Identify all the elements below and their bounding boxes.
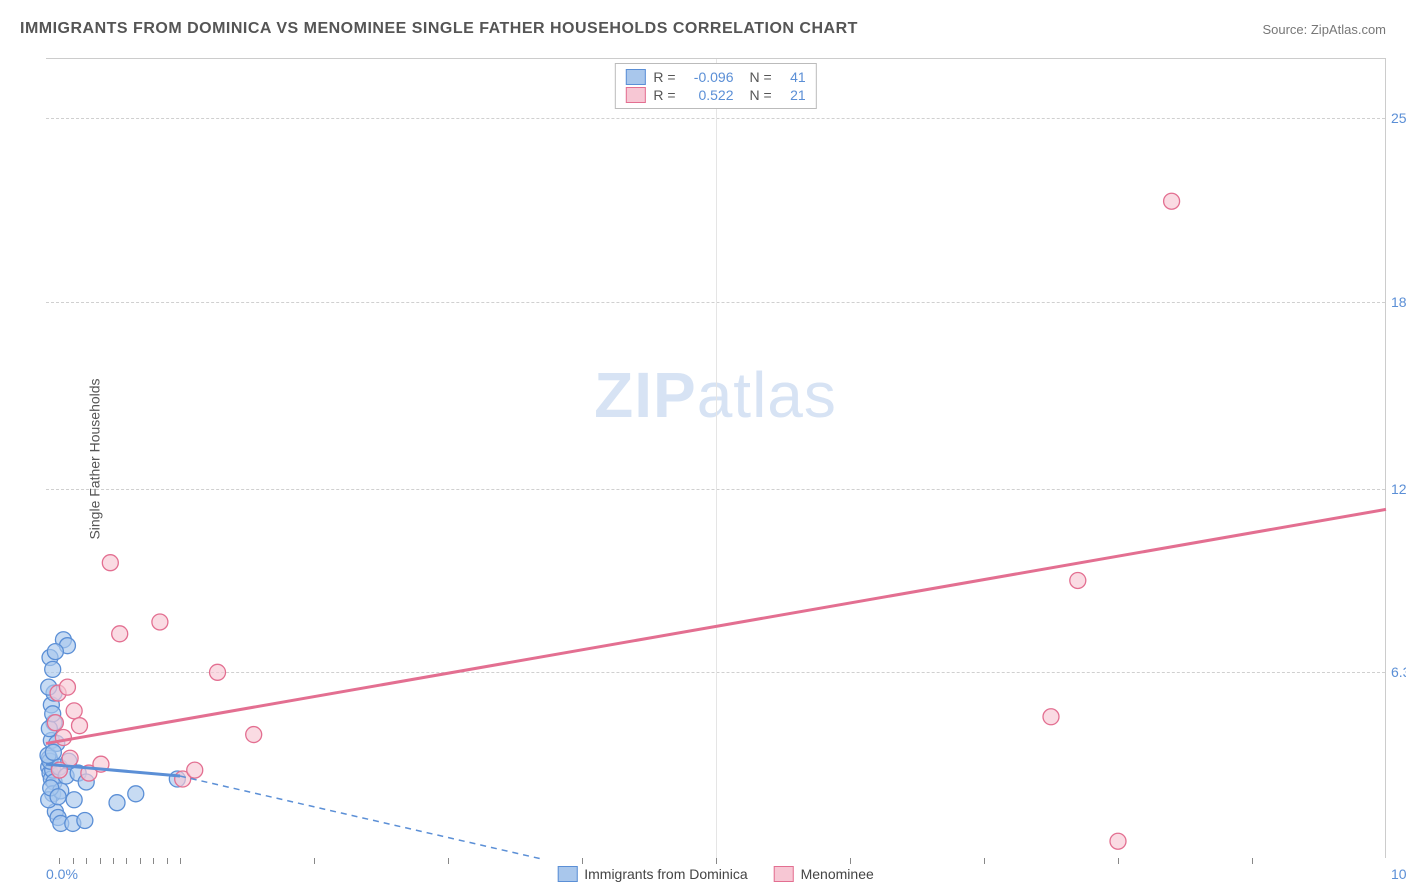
data-point [66, 703, 82, 719]
x-tick-min: 0.0% [46, 866, 78, 882]
data-point [246, 727, 262, 743]
data-point [152, 614, 168, 630]
n-value-blue: 41 [780, 69, 806, 85]
data-point [59, 679, 75, 695]
x-tick [113, 858, 114, 864]
swatch-blue-icon [557, 866, 577, 882]
r-value-pink: 0.522 [684, 87, 734, 103]
swatch-blue [625, 69, 645, 85]
data-point [1043, 709, 1059, 725]
data-point [187, 762, 203, 778]
x-tick [984, 858, 985, 864]
stats-legend: R = -0.096 N = 41 R = 0.522 N = 21 [614, 63, 816, 109]
data-point [210, 664, 226, 680]
r-value-blue: -0.096 [684, 69, 734, 85]
data-point [47, 715, 63, 731]
x-tick [1252, 858, 1253, 864]
data-point [50, 789, 66, 805]
data-point [1070, 572, 1086, 588]
data-point [77, 812, 93, 828]
data-point [102, 555, 118, 571]
chart-title: IMMIGRANTS FROM DOMINICA VS MENOMINEE SI… [20, 20, 858, 38]
x-tick [448, 858, 449, 864]
y-tick-label: 18.8% [1391, 294, 1406, 310]
series-legend: Immigrants from Dominica Menominee [557, 866, 874, 882]
x-tick [126, 858, 127, 864]
x-tick [100, 858, 101, 864]
swatch-pink-icon [774, 866, 794, 882]
source-label: Source: ZipAtlas.com [1262, 22, 1386, 37]
data-point [128, 786, 144, 802]
legend-label-blue: Immigrants from Dominica [584, 866, 747, 882]
y-tick-label: 12.5% [1391, 481, 1406, 497]
x-tick [167, 858, 168, 864]
trend-line [46, 509, 1386, 743]
y-tick-label: 25.0% [1391, 110, 1406, 126]
x-tick [716, 858, 717, 864]
chart-area: ZIPatlas 6.3%12.5%18.8%25.0% Single Fath… [46, 58, 1386, 858]
x-tick [153, 858, 154, 864]
scatter-plot [46, 59, 1385, 858]
data-point [112, 626, 128, 642]
x-tick [850, 858, 851, 864]
data-point [1110, 833, 1126, 849]
x-tick [1118, 858, 1119, 864]
x-tick [582, 858, 583, 864]
data-point [72, 718, 88, 734]
legend-label-pink: Menominee [801, 866, 874, 882]
n-value-pink: 21 [780, 87, 806, 103]
data-point [45, 744, 61, 760]
x-tick-max: 100.0% [1391, 866, 1406, 882]
data-point [45, 661, 61, 677]
y-tick-label: 6.3% [1391, 664, 1406, 680]
data-point [55, 730, 71, 746]
x-tick [140, 858, 141, 864]
data-point [1164, 193, 1180, 209]
x-tick [180, 858, 181, 864]
x-tick [86, 858, 87, 864]
data-point [66, 792, 82, 808]
x-tick [73, 858, 74, 864]
x-tick [314, 858, 315, 864]
trend-line [180, 776, 542, 859]
x-tick [59, 858, 60, 864]
data-point [47, 644, 63, 660]
swatch-pink [625, 87, 645, 103]
data-point [109, 795, 125, 811]
